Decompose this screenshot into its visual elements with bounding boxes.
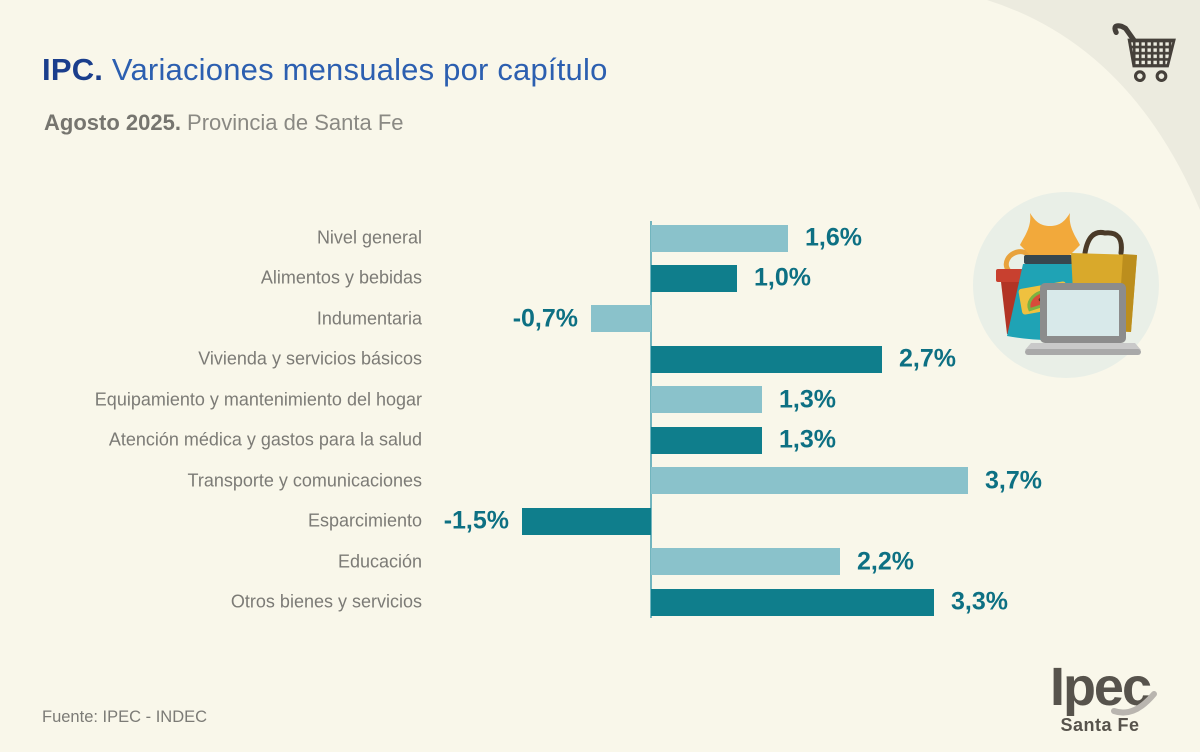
bar bbox=[591, 305, 651, 333]
category-label: Esparcimiento bbox=[307, 510, 422, 531]
value-label: 2,7% bbox=[899, 344, 956, 373]
category-label: Transporte y comunicaciones bbox=[187, 470, 422, 491]
category-label: Vivienda y servicios básicos bbox=[198, 348, 422, 369]
value-label: 1,0% bbox=[754, 263, 811, 292]
value-label: 3,7% bbox=[985, 466, 1042, 495]
page-subtitle: Agosto 2025. Provincia de Santa Fe bbox=[44, 110, 404, 136]
chart-baseline bbox=[650, 221, 652, 618]
shopping-items-illustration bbox=[973, 192, 1159, 378]
bar bbox=[651, 426, 762, 454]
bar bbox=[651, 224, 788, 252]
source-note: Fuente: IPEC - INDEC bbox=[42, 708, 208, 726]
title-text: Variaciones mensuales por capítulo bbox=[103, 52, 608, 87]
shopping-cart-icon bbox=[1110, 22, 1180, 84]
bar bbox=[651, 588, 934, 616]
page-title: IPC. Variaciones mensuales por capítulo bbox=[42, 52, 608, 88]
bar bbox=[651, 386, 762, 414]
bar bbox=[651, 345, 882, 373]
category-label: Equipamiento y mantenimiento del hogar bbox=[94, 389, 422, 410]
category-label: Educación bbox=[337, 551, 422, 572]
value-label: -0,7% bbox=[512, 304, 578, 333]
logo-region: Santa Fe bbox=[1060, 715, 1140, 735]
value-label: 2,2% bbox=[857, 547, 914, 576]
bar bbox=[651, 264, 737, 292]
category-label: Otros bienes y servicios bbox=[230, 591, 422, 612]
value-label: 1,3% bbox=[779, 425, 836, 454]
logo-swoosh bbox=[1111, 691, 1157, 716]
logo-text: Ipec bbox=[1049, 657, 1152, 717]
value-label: 3,3% bbox=[951, 587, 1008, 616]
logo-wordmark: Ipec bbox=[1049, 657, 1157, 717]
title-prefix: IPC. bbox=[42, 52, 104, 87]
value-label: 1,6% bbox=[805, 223, 862, 252]
bar bbox=[651, 548, 840, 576]
category-label: Atención médica y gastos para la salud bbox=[108, 429, 422, 450]
ipec-logo: Ipec Santa Fe bbox=[1049, 657, 1157, 736]
category-label: Alimentos y bebidas bbox=[260, 267, 422, 288]
shopping-illustration-graphic bbox=[996, 213, 1141, 355]
bar bbox=[651, 467, 968, 495]
value-label: -1,5% bbox=[443, 506, 509, 535]
category-label: Indumentaria bbox=[316, 308, 422, 329]
subtitle-region: Provincia de Santa Fe bbox=[180, 110, 404, 135]
category-label: Nivel general bbox=[316, 227, 422, 248]
value-label: 1,3% bbox=[779, 385, 836, 414]
bar bbox=[522, 507, 651, 535]
subtitle-period: Agosto 2025. bbox=[44, 110, 181, 135]
